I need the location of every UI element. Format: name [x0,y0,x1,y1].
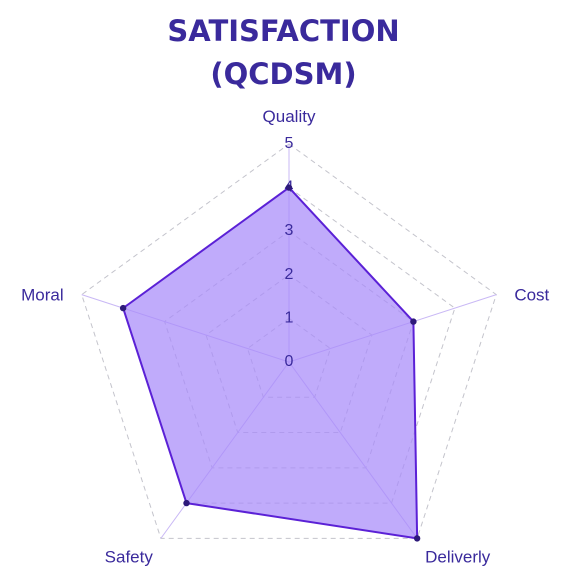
data-point-quality [285,184,293,191]
data-point-safety [183,499,190,507]
tick-label-1: 1 [285,309,294,326]
grid-ring-5 [81,143,497,539]
axis-label-quality: Quality [263,107,316,126]
tick-label-0: 0 [285,353,294,370]
data-points [119,184,421,542]
chart-title: SATISFACTION (QCDSM) [0,10,567,96]
axis-label-deliverly: Deliverly [425,547,491,566]
axis-label-cost: Cost [514,286,549,305]
axis-label-safety: Safety [105,547,154,566]
axis-labels: Quality Cost Deliverly Safety Moral [21,107,549,566]
tick-label-2: 2 [285,266,294,283]
data-point-moral [119,304,127,312]
tick-label-5: 5 [285,135,294,152]
data-point-cost [410,318,417,325]
title-line-1: SATISFACTION [167,14,400,48]
title-line-2: (QCDSM) [210,57,357,91]
series-polygon [122,186,419,540]
data-point-deliverly [413,535,421,542]
series-area [122,186,419,540]
axis-label-moral: Moral [21,286,64,305]
tick-label-3: 3 [285,222,294,239]
